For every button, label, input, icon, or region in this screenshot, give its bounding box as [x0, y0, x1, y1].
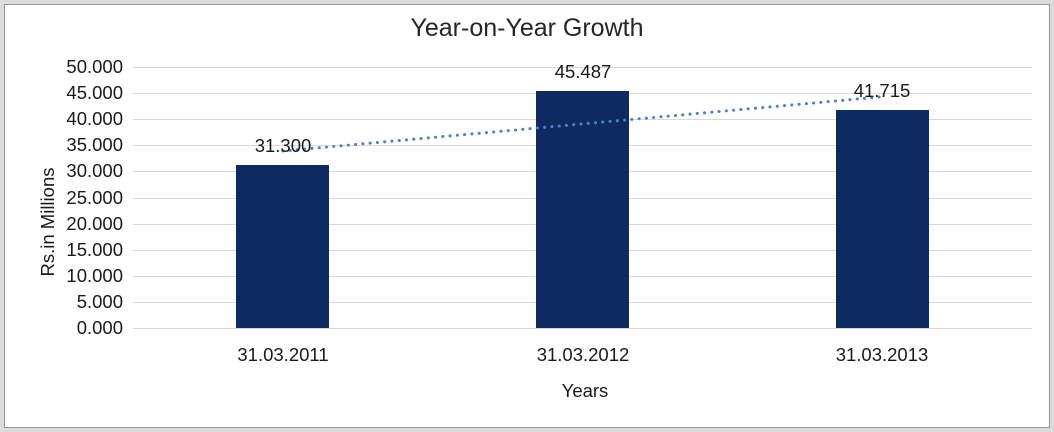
bar [536, 91, 629, 328]
y-tick-label: 30.000 [66, 160, 123, 181]
y-tick-label: 50.000 [66, 56, 123, 77]
bar-value-label: 41.715 [853, 80, 911, 101]
x-axis-title: Years [561, 380, 609, 401]
chart-title: Year-on-Year Growth [410, 14, 644, 42]
y-axis-title: Rs.in Millions [37, 167, 58, 277]
y-tick-label: 5.000 [76, 291, 123, 312]
bar [836, 110, 929, 328]
bar [236, 165, 329, 328]
bar-value-label: 45.487 [554, 61, 612, 82]
y-tick-label: 10.000 [66, 265, 123, 286]
y-tick-label: 25.000 [66, 187, 123, 208]
y-tick-label: 20.000 [66, 213, 123, 234]
bar-value-label: 31.300 [254, 135, 312, 156]
y-tick-label: 40.000 [66, 108, 123, 129]
y-tick-label: 35.000 [66, 134, 123, 155]
x-tick-label: 31.03.2013 [835, 344, 929, 365]
y-tick-label: 45.000 [66, 82, 123, 103]
y-tick-label: 15.000 [66, 239, 123, 260]
x-tick-label: 31.03.2012 [536, 344, 630, 365]
gridline [133, 67, 1032, 68]
gridline [133, 328, 1032, 329]
y-tick-label: 0.000 [76, 317, 123, 338]
x-tick-label: 31.03.2011 [237, 344, 329, 365]
